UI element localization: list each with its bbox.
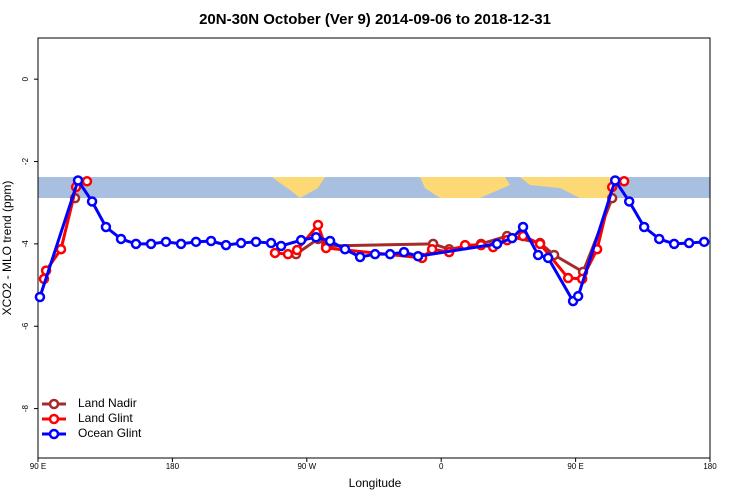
point <box>269 247 281 259</box>
plot-frame <box>37 37 711 459</box>
point <box>369 248 381 260</box>
y-tick-label: -2 <box>21 157 30 165</box>
point <box>220 239 232 251</box>
y-tick-label: -8 <box>21 404 30 412</box>
x-tick-label: 0 <box>439 462 444 471</box>
y-tick-label: -4 <box>21 240 30 248</box>
x-axis-label: Longitude <box>349 476 402 490</box>
point <box>609 175 621 186</box>
point <box>145 238 157 250</box>
y-tick-label: -6 <box>21 322 30 330</box>
legend-label: Land Glint <box>78 411 133 425</box>
point <box>491 238 503 250</box>
point <box>130 238 142 250</box>
point <box>275 240 287 252</box>
point <box>160 236 172 248</box>
point <box>572 290 584 302</box>
point <box>339 243 351 255</box>
point <box>412 250 424 262</box>
x-tick-label: 90 E <box>567 462 583 471</box>
point <box>205 235 217 247</box>
land <box>520 177 612 198</box>
point <box>34 291 46 303</box>
point <box>653 233 665 245</box>
x-tick-label: 90 E <box>30 462 46 471</box>
land <box>272 177 325 198</box>
point <box>115 233 127 245</box>
point <box>72 175 84 186</box>
y-tick-label: 0 <box>21 76 30 81</box>
legend-label: Land Nadir <box>78 396 137 410</box>
point <box>562 272 574 284</box>
point <box>282 248 294 260</box>
point <box>398 246 410 258</box>
y-axis-label: XCO2 - MLO trend (ppm) <box>0 181 14 316</box>
legend-label: Ocean Glint <box>78 426 142 440</box>
point <box>250 236 262 248</box>
legend-marker <box>48 413 60 425</box>
point <box>534 238 546 250</box>
point <box>312 219 324 231</box>
x-tick-label: 180 <box>703 462 717 471</box>
point <box>324 235 336 247</box>
land <box>420 177 510 198</box>
map-strip <box>38 177 710 198</box>
point <box>81 176 93 187</box>
x-tick-label: 180 <box>166 462 180 471</box>
chart-title: 20N-30N October (Ver 9) 2014-09-06 to 20… <box>199 11 551 28</box>
point <box>506 232 518 244</box>
point <box>190 236 202 248</box>
point <box>354 251 366 263</box>
point <box>291 244 303 256</box>
point <box>295 234 307 246</box>
point <box>618 176 630 187</box>
point <box>668 238 680 250</box>
legend-marker <box>48 428 60 440</box>
point <box>517 221 529 233</box>
point <box>265 237 277 249</box>
point <box>426 243 438 255</box>
point <box>310 232 322 243</box>
point <box>623 196 635 207</box>
legend-marker <box>48 398 60 410</box>
point <box>86 196 98 207</box>
point <box>683 237 695 249</box>
point <box>384 248 396 260</box>
point <box>235 237 247 249</box>
x-tick-label: 90 W <box>297 462 316 471</box>
point <box>55 243 67 255</box>
point <box>100 221 112 233</box>
point <box>638 221 650 233</box>
point <box>698 236 710 248</box>
point <box>532 249 544 261</box>
point <box>175 238 187 250</box>
point <box>542 252 554 264</box>
